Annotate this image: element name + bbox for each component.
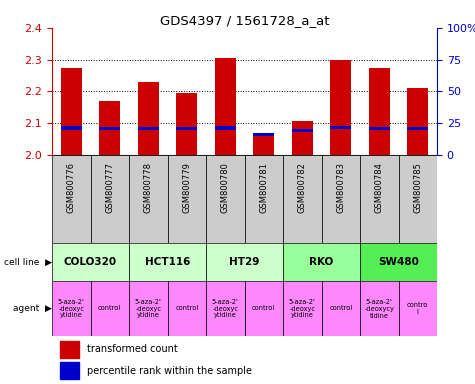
Bar — [215, 126, 236, 130]
Bar — [52, 155, 91, 243]
Bar — [99, 101, 120, 155]
Text: GSM800782: GSM800782 — [298, 162, 307, 213]
Bar — [91, 281, 129, 336]
Bar — [253, 134, 275, 155]
Bar — [322, 281, 360, 336]
Bar — [360, 243, 437, 281]
Bar — [129, 155, 168, 243]
Text: percentile rank within the sample: percentile rank within the sample — [86, 366, 252, 376]
Text: GSM800779: GSM800779 — [182, 162, 191, 213]
Bar — [253, 133, 275, 136]
Text: GSM800781: GSM800781 — [259, 162, 268, 213]
Bar — [168, 281, 206, 336]
Bar — [399, 155, 437, 243]
Text: control: control — [329, 306, 352, 311]
Text: GSM800784: GSM800784 — [375, 162, 384, 213]
Bar — [283, 281, 322, 336]
Bar — [292, 121, 313, 155]
Text: GSM800780: GSM800780 — [221, 162, 230, 213]
Bar — [215, 58, 236, 155]
Text: agent  ▶: agent ▶ — [13, 304, 52, 313]
Bar — [283, 243, 360, 281]
Bar — [399, 281, 437, 336]
Text: COLO320: COLO320 — [64, 257, 117, 267]
Bar — [176, 93, 197, 155]
Text: control: control — [98, 306, 122, 311]
Text: 5-aza-2'
-deoxyc
ytidine: 5-aza-2' -deoxyc ytidine — [212, 298, 238, 318]
Bar — [52, 281, 91, 336]
Text: GSM800777: GSM800777 — [105, 162, 114, 213]
Bar — [168, 155, 206, 243]
Text: 5-aza-2'
-deoxyc
ytidine: 5-aza-2' -deoxyc ytidine — [289, 298, 316, 318]
Text: 5-aza-2'
-deoxyc
ytidine: 5-aza-2' -deoxyc ytidine — [135, 298, 162, 318]
Text: control: control — [252, 306, 276, 311]
Bar — [138, 127, 159, 130]
Bar — [61, 126, 82, 130]
Text: GSM800785: GSM800785 — [413, 162, 422, 213]
Text: HT29: HT29 — [229, 257, 260, 267]
Bar — [206, 281, 245, 336]
Text: GSM800776: GSM800776 — [67, 162, 76, 213]
Text: cell line  ▶: cell line ▶ — [4, 258, 52, 266]
Bar — [245, 155, 283, 243]
Bar — [91, 155, 129, 243]
Bar — [283, 155, 322, 243]
Title: GDS4397 / 1561728_a_at: GDS4397 / 1561728_a_at — [160, 14, 329, 27]
Bar — [52, 243, 129, 281]
Text: SW480: SW480 — [378, 257, 419, 267]
Bar — [322, 155, 360, 243]
Text: RKO: RKO — [309, 257, 333, 267]
Text: GSM800778: GSM800778 — [144, 162, 153, 213]
Text: HCT116: HCT116 — [145, 257, 190, 267]
Text: 5-aza-2'
-deoxyc
ytidine: 5-aza-2' -deoxyc ytidine — [58, 298, 85, 318]
Bar — [60, 362, 79, 379]
Text: GSM800783: GSM800783 — [336, 162, 345, 213]
Bar — [60, 341, 79, 358]
Bar — [330, 126, 352, 129]
Text: contro
l: contro l — [407, 302, 428, 315]
Bar — [292, 129, 313, 132]
Text: 5-aza-2'
-deoxycy
tidine: 5-aza-2' -deoxycy tidine — [364, 298, 394, 318]
Bar — [206, 243, 283, 281]
Bar — [245, 281, 283, 336]
Bar — [129, 281, 168, 336]
Bar — [99, 127, 120, 130]
Bar — [206, 155, 245, 243]
Text: transformed count: transformed count — [86, 344, 177, 354]
Bar — [129, 243, 206, 281]
Bar — [360, 281, 399, 336]
Text: control: control — [175, 306, 199, 311]
Bar — [138, 82, 159, 155]
Bar — [407, 88, 428, 155]
Bar — [407, 127, 428, 130]
Bar — [360, 155, 399, 243]
Bar — [61, 68, 82, 155]
Bar — [330, 60, 352, 155]
Bar — [176, 127, 197, 130]
Bar — [369, 127, 390, 130]
Bar — [369, 68, 390, 155]
